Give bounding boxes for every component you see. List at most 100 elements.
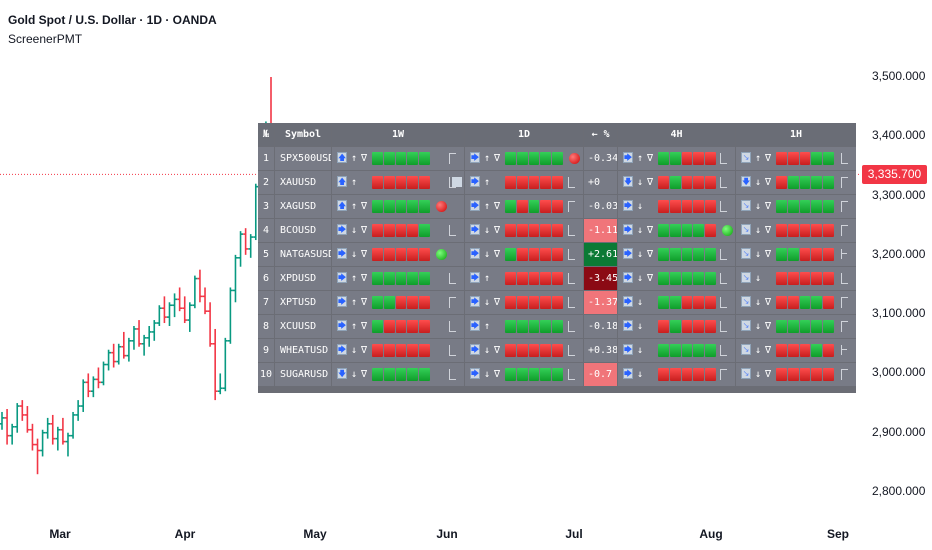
bar-green: [776, 320, 787, 333]
signal-bars: [372, 296, 430, 309]
trend-arrow-icon: 🡖: [741, 296, 751, 307]
ohlc-bar: [212, 328, 218, 401]
corner-mark-icon: [841, 177, 848, 188]
bar-red: [823, 344, 834, 357]
symbol-cell[interactable]: SPX500USD: [275, 147, 331, 170]
bar-red: [516, 224, 528, 237]
indicator-name: ScreenerPMT: [8, 32, 83, 46]
green-dot-icon: [722, 225, 733, 236]
bar-red: [776, 152, 787, 165]
timeframe-cell-h1: 🡖 ↓: [736, 267, 856, 290]
bar-green: [516, 152, 528, 165]
direction-arrow-icon: ↓: [637, 225, 644, 236]
bar-green: [823, 176, 834, 189]
bar-green: [505, 200, 516, 213]
bar-green: [811, 152, 823, 165]
ohlc-bar: [207, 302, 213, 347]
triangle-down-icon: ∇: [494, 225, 501, 236]
symbol-cell[interactable]: XPDUSD: [275, 267, 331, 290]
bar-red: [681, 200, 693, 213]
x-tick-label: Aug: [699, 527, 723, 541]
bar-green: [787, 248, 799, 261]
ohlc-bar: [232, 254, 238, 303]
direction-arrow-icon: ↓: [755, 249, 762, 260]
bar-red: [811, 272, 823, 285]
corner-mark-icon: [449, 297, 456, 308]
ohlc-bar: [146, 326, 152, 347]
ohlc-bar: [141, 334, 147, 356]
bar-green: [799, 200, 811, 213]
y-tick-label: 2,900.000: [872, 424, 926, 439]
bar-green: [811, 344, 823, 357]
bar-red: [383, 248, 395, 261]
ohlc-bar: [166, 302, 172, 326]
percent-change-cell: -0.03: [584, 195, 617, 218]
symbol-cell[interactable]: SUGARUSD: [275, 363, 331, 386]
bar-green: [787, 176, 799, 189]
symbol-cell[interactable]: WHEATUSD: [275, 339, 331, 362]
bar-green: [383, 152, 395, 165]
direction-arrow-icon: ↑: [484, 273, 491, 284]
corner-mark-icon: [568, 273, 575, 284]
ohlc-bar: [161, 296, 167, 324]
bar-green: [505, 248, 516, 261]
ohlc-bar: [70, 411, 76, 439]
row-number: 4: [258, 219, 274, 242]
symbol-cell[interactable]: XAGUSD: [275, 195, 331, 218]
timeframe-cell-w: 🡇 ↓ ∇: [332, 363, 464, 386]
bar-red: [395, 176, 407, 189]
symbol-cell[interactable]: XAUUSD: [275, 171, 331, 194]
signal-bars: [658, 152, 716, 165]
corner-mark-icon: [841, 273, 848, 284]
corner-mark-icon: [720, 345, 727, 356]
bar-red: [552, 176, 563, 189]
percent-change-cell: -1.11: [584, 219, 617, 242]
direction-arrow-icon: ↓: [351, 345, 358, 356]
direction-arrow-icon: ↑: [637, 153, 644, 164]
timeframe-cell-d: 🡆 ↑: [465, 267, 583, 290]
bar-red: [383, 224, 395, 237]
signal-bars: [776, 224, 834, 237]
bar-green: [705, 248, 716, 261]
trend-arrow-icon: 🡆: [337, 296, 347, 307]
direction-arrow-icon: ↓: [637, 321, 644, 332]
ohlc-bar: [182, 296, 188, 324]
bar-green: [669, 176, 681, 189]
bar-green: [823, 320, 834, 333]
bar-red: [395, 248, 407, 261]
timeframe-cell-d: 🡆 ↑: [465, 315, 583, 338]
bar-red: [787, 296, 799, 309]
timeframe-cell-w: 🡅 ↑: [332, 171, 464, 194]
bar-red: [419, 176, 430, 189]
y-tick-label: 3,500.000: [872, 69, 926, 83]
screener-table: № Symbol 1W 1D ← % 4H 1H 1 SPX500USD 🡅 ↑ ∇ 🡆 ↑ ∇ -0.34 🡆…: [258, 123, 856, 393]
bar-green: [516, 368, 528, 381]
bar-red: [658, 200, 669, 213]
timeframe-cell-h1: 🡖 ↓ ∇: [736, 291, 856, 314]
trend-arrow-icon: 🡆: [470, 224, 480, 235]
signal-bars: [372, 248, 430, 261]
symbol-cell[interactable]: XPTUSD: [275, 291, 331, 314]
corner-mark-icon: [841, 249, 848, 259]
row-number: 10: [258, 363, 274, 386]
bar-red: [776, 176, 787, 189]
header-cell: 1D: [465, 123, 583, 146]
bar-red: [540, 176, 552, 189]
bar-green: [516, 320, 528, 333]
table-row: 6 XPDUSD 🡆 ↑ ∇ 🡆 ↑ -3.45 🡆 ↓ ∇ 🡖 ↓: [258, 267, 856, 291]
bar-red: [516, 248, 528, 261]
bar-green: [681, 344, 693, 357]
symbol-cell[interactable]: BCOUSD: [275, 219, 331, 242]
signal-bars: [776, 320, 834, 333]
direction-arrow-icon: ↓: [755, 225, 762, 236]
symbol-cell[interactable]: XCUUSD: [275, 315, 331, 338]
trend-arrow-icon: 🡆: [623, 320, 633, 331]
bar-green: [693, 224, 705, 237]
symbol-cell[interactable]: NATGASUSD: [275, 243, 331, 266]
signal-bars: [776, 248, 834, 261]
y-tick-label: 3,000.000: [872, 365, 926, 380]
percent-change-cell: -3.45: [584, 267, 617, 290]
trend-arrow-icon: 🡆: [623, 368, 633, 379]
ohlc-bar: [106, 349, 112, 371]
